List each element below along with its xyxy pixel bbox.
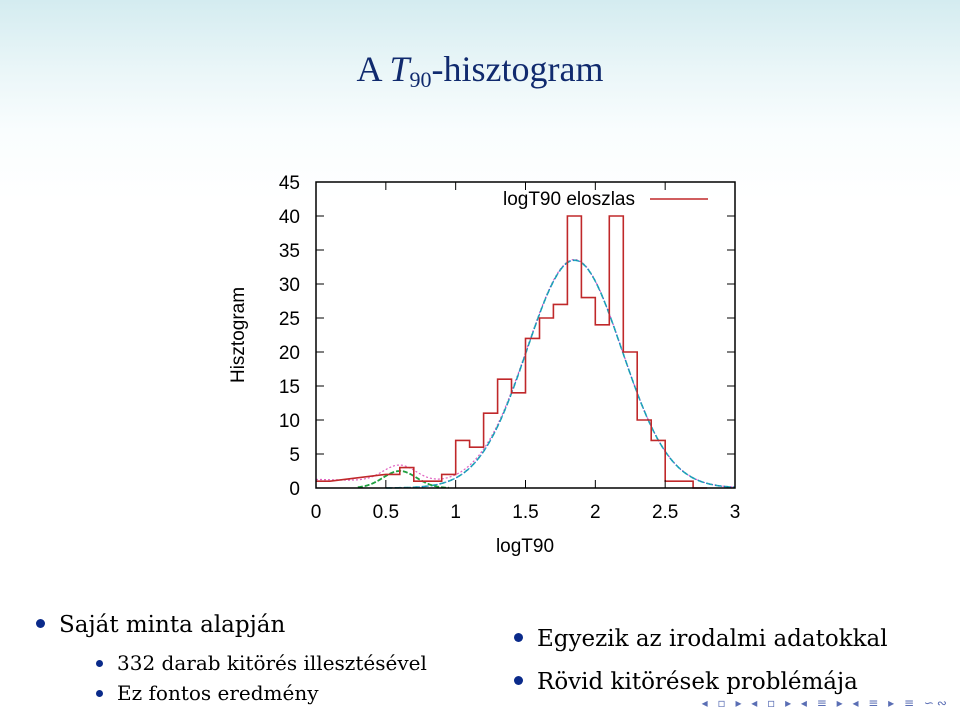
bullet-sub-2: Ez fontos eredmény [96, 681, 319, 705]
bullet-sub-1: 332 darab kitörés illesztésével [96, 651, 427, 675]
histogram-bar [428, 481, 442, 488]
bullet-right-1-text: Egyezik az irodalmi adatokkal [537, 626, 888, 652]
bullet-main: Saját minta alapján [36, 612, 285, 638]
y-tick-label: 20 [279, 343, 300, 364]
bullet-dot [36, 619, 45, 628]
legend-label: logT90 eloszlas [503, 189, 635, 210]
histogram-bar [498, 379, 512, 488]
histogram-bar [581, 298, 595, 488]
bullet-right-2-text: Rövid kitörések problémája [537, 669, 858, 695]
bullet-main-text: Saját minta alapján [59, 612, 286, 638]
y-tick-label: 30 [279, 275, 300, 296]
x-tick-label: 3 [730, 502, 741, 523]
histogram-chart: 0 5 10 15 20 25 30 35 40 45 0 0.5 1 1.5 2 2.5 3 logT90 … [228, 173, 741, 557]
histogram-series [316, 215, 708, 489]
y-tick-label: 15 [279, 377, 300, 398]
fit-curves [315, 258, 736, 489]
histogram-bar [470, 447, 484, 488]
bullet-sub-1-text: 332 darab kitörés illesztésével [117, 651, 427, 675]
y-tick-label: 35 [279, 241, 300, 262]
histogram-bar [456, 440, 470, 488]
histogram-bar [442, 474, 456, 488]
y-axis-label: Hisztogram [228, 287, 249, 383]
y-tick-label: 10 [279, 411, 300, 432]
x-tick-label: 2.5 [652, 502, 678, 523]
histogram-bar [623, 352, 637, 488]
y-tick-label: 0 [289, 479, 300, 500]
x-tick-label: 1 [450, 502, 461, 523]
histogram-bar [609, 216, 623, 488]
bullet-sub-2-text: Ez fontos eredmény [117, 681, 319, 705]
histogram-bar [512, 393, 526, 488]
x-tick-label: 0.5 [373, 502, 399, 523]
x-tick-label: 1.5 [512, 502, 538, 523]
fit-curve-long-2 [385, 259, 736, 489]
x-tick-labels: 0 0.5 1 1.5 2 2.5 3 [311, 182, 741, 523]
histogram-bar [539, 318, 553, 488]
title-symbol: T [389, 49, 410, 89]
histogram-bar [651, 440, 665, 488]
slide-navigation[interactable]: ◂ ▫ ▸ ◂ ▫ ▸ ◂ ≡ ▸ ◂ ≡ ▸ ≡ ∽∾ [701, 696, 950, 710]
histogram-bar [526, 338, 540, 488]
histogram-bar [567, 216, 581, 488]
title-prefix: A [356, 49, 390, 89]
histogram-bar [316, 481, 330, 488]
histogram-bar [484, 413, 498, 488]
title-suffix: -hisztogram [431, 49, 604, 89]
histogram-step-line [316, 215, 708, 489]
histogram-bar [637, 420, 651, 488]
bullet-dot [514, 676, 523, 685]
x-tick-label: 0 [311, 502, 322, 523]
histogram-bar [414, 481, 428, 488]
title-subscript: 90 [409, 67, 432, 92]
histogram-bar [400, 468, 414, 488]
fit-curve-short [357, 470, 449, 489]
bullet-dot [96, 660, 103, 667]
slide-title: A T90-hisztogram [0, 48, 960, 93]
y-tick-label: 40 [279, 207, 300, 228]
histogram-bar [553, 304, 567, 488]
y-tick-label: 25 [279, 309, 300, 330]
bullet-dot [514, 633, 523, 642]
histogram-bar [665, 481, 679, 488]
histogram-bar [386, 474, 400, 488]
histogram-bar [595, 325, 609, 488]
bullet-dot [96, 690, 103, 697]
x-axis-label: logT90 [496, 536, 554, 557]
bullet-right-1: Egyezik az irodalmi adatokkal [514, 626, 888, 652]
histogram-bar [679, 481, 693, 488]
y-tick-labels: 0 5 10 15 20 25 30 35 40 45 [279, 173, 735, 500]
bullet-right-2: Rövid kitörések problémája [514, 669, 858, 695]
y-tick-label: 5 [289, 445, 300, 466]
x-tick-label: 2 [590, 502, 601, 523]
y-tick-label: 45 [279, 173, 300, 194]
